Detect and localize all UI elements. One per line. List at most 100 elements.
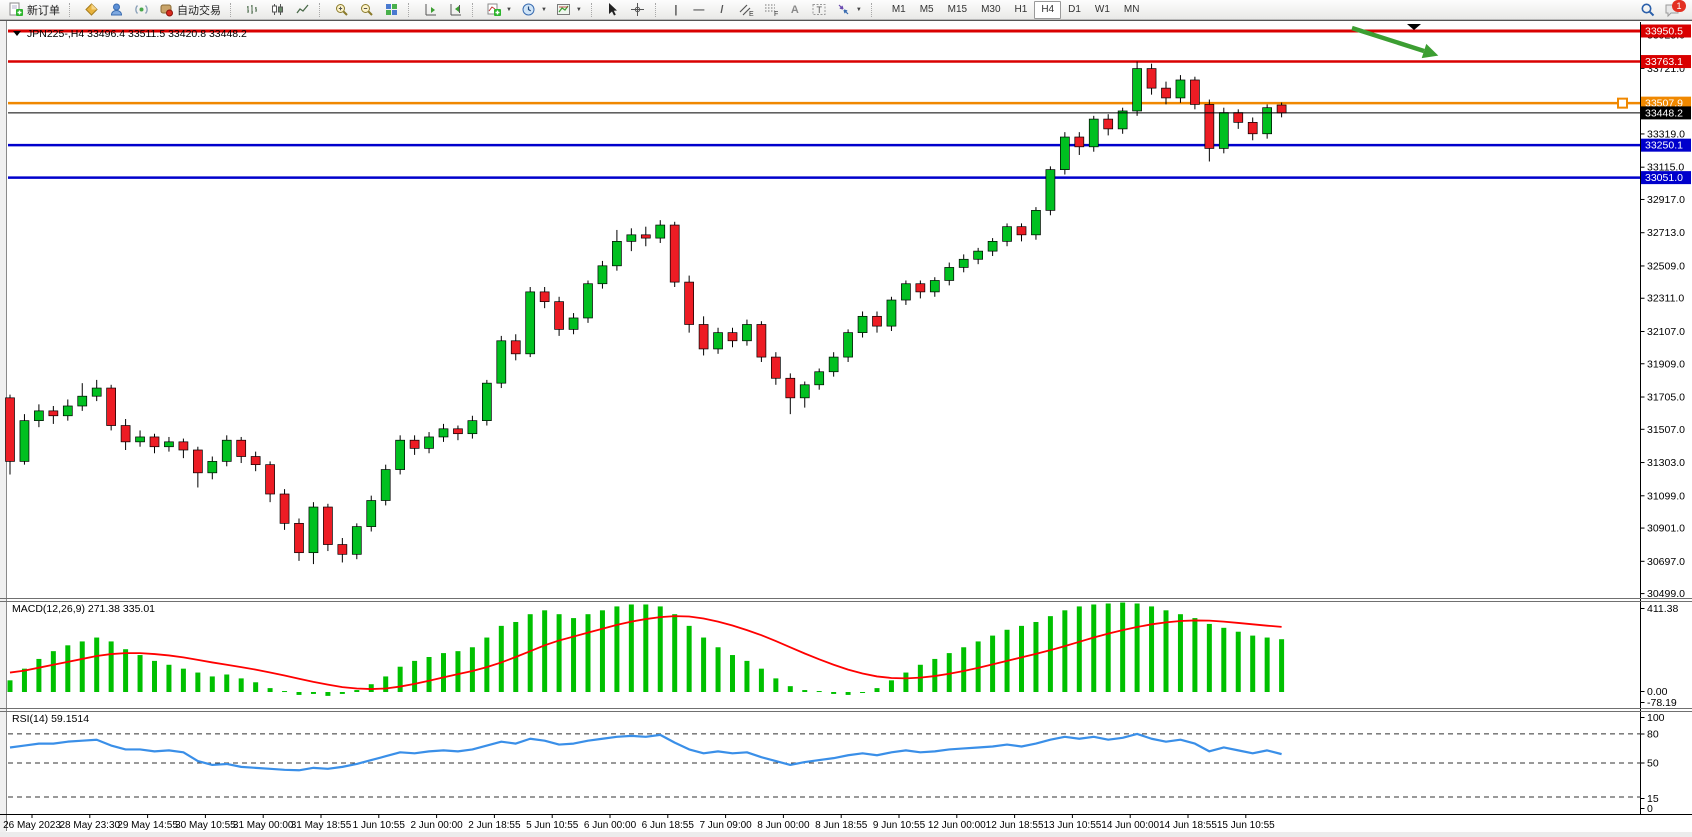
timeframe-h1-button[interactable]: H1 xyxy=(1014,3,1028,15)
svg-text:33950.5: 33950.5 xyxy=(1645,26,1683,38)
new-order-button[interactable]: 新订单 xyxy=(4,1,64,19)
indicators-button[interactable]: ▼ xyxy=(482,1,516,19)
tile-windows-button[interactable] xyxy=(379,1,403,19)
svg-text:14 Jun 18:55: 14 Jun 18:55 xyxy=(1159,820,1217,831)
navigator-button[interactable] xyxy=(129,1,153,19)
macd-pane: MACD(12,26,9) 271.38 335.01 411.38 0.00-78… xyxy=(7,602,1678,709)
svg-text:32917.0: 32917.0 xyxy=(1647,194,1685,206)
arrows-caret-icon: ▼ xyxy=(855,6,862,13)
fibonacci-button[interactable]: F xyxy=(759,1,783,19)
svg-text:6 Jun 18:55: 6 Jun 18:55 xyxy=(642,820,695,831)
toolbar-separator xyxy=(654,2,661,17)
toolbar-separator xyxy=(870,2,877,17)
text-icon: A xyxy=(790,3,799,16)
svg-text:0.00: 0.00 xyxy=(1647,686,1668,698)
svg-text:12 Jun 18:55: 12 Jun 18:55 xyxy=(986,820,1044,831)
line-chart-button[interactable] xyxy=(290,1,314,19)
svg-text:30 May 10:55: 30 May 10:55 xyxy=(175,820,236,831)
svg-text:15: 15 xyxy=(1647,793,1659,805)
market-watch-icon xyxy=(83,2,99,18)
market-watch-button[interactable] xyxy=(79,1,103,19)
templates-icon xyxy=(556,2,572,18)
svg-text:33448.2: 33448.2 xyxy=(1645,107,1683,119)
periods-button[interactable]: ▼ xyxy=(517,1,551,19)
svg-text:5 Jun 10:55: 5 Jun 10:55 xyxy=(526,820,579,831)
templates-caret-icon: ▼ xyxy=(575,6,582,13)
toolbar-separator xyxy=(319,2,325,17)
timeframe-m5-button[interactable]: M5 xyxy=(919,3,934,15)
svg-text:9 Jun 10:55: 9 Jun 10:55 xyxy=(873,820,926,831)
svg-text:31303.0: 31303.0 xyxy=(1647,457,1685,469)
arrows-button[interactable]: ▼ xyxy=(832,1,866,19)
equidistant-channel-icon: E xyxy=(738,2,754,18)
svg-text:50: 50 xyxy=(1647,758,1659,770)
autoscroll-button[interactable] xyxy=(418,1,442,19)
annotations-layer[interactable] xyxy=(1351,24,1439,59)
timeframe-h4-button[interactable]: H4 xyxy=(1034,0,1062,19)
timeframe-m1-button[interactable]: M1 xyxy=(891,3,906,15)
tile-windows-icon xyxy=(383,2,399,18)
timeframe-mn-button[interactable]: MN xyxy=(1123,3,1140,15)
templates-button[interactable]: ▼ xyxy=(552,1,586,19)
chat-notification-badge: 1 xyxy=(1672,0,1686,12)
toolbar-separator xyxy=(408,2,414,17)
svg-text:31705.0: 31705.0 xyxy=(1647,392,1685,404)
svg-text:14 Jun 00:00: 14 Jun 00:00 xyxy=(1101,820,1159,831)
data-window-button[interactable] xyxy=(104,1,128,19)
price-axis[interactable]: 33925.033721.033319.033115.032917.032713… xyxy=(1640,22,1692,814)
trendline-icon: / xyxy=(720,3,724,16)
chart-shift-button[interactable] xyxy=(443,1,467,19)
fibonacci-icon: F xyxy=(763,2,779,18)
timeframe-w1-button[interactable]: W1 xyxy=(1094,3,1110,15)
line-chart-icon xyxy=(294,2,310,18)
zoom-in-button[interactable] xyxy=(329,1,353,19)
timeframe-m30-button[interactable]: M30 xyxy=(981,3,1001,15)
crosshair-button[interactable] xyxy=(626,1,650,19)
svg-text:2 Jun 18:55: 2 Jun 18:55 xyxy=(468,820,521,831)
bar-chart-button[interactable] xyxy=(240,1,264,19)
svg-text:30901.0: 30901.0 xyxy=(1647,523,1685,535)
svg-text:1 Jun 10:55: 1 Jun 10:55 xyxy=(353,820,406,831)
text-button[interactable]: A xyxy=(784,1,806,19)
chat-button[interactable]: 1 xyxy=(1664,0,1686,18)
new-order-label: 新订单 xyxy=(27,4,60,17)
candlestick-chart-button[interactable] xyxy=(265,1,289,19)
svg-text:32311.0: 32311.0 xyxy=(1647,293,1684,305)
toolbar-separator xyxy=(472,2,478,17)
autotrading-button[interactable]: 自动交易 xyxy=(154,1,225,19)
rsi-pane: RSI(14) 59.1514 100 80 50 150 xyxy=(8,712,1665,815)
svg-text:33250.1: 33250.1 xyxy=(1645,140,1683,152)
vertical-line-button[interactable]: | xyxy=(665,1,687,19)
search-icon[interactable] xyxy=(1640,2,1656,18)
svg-text:80: 80 xyxy=(1647,729,1659,741)
svg-text:12 Jun 00:00: 12 Jun 00:00 xyxy=(928,820,986,831)
cursor-button[interactable] xyxy=(601,1,625,19)
svg-text:F: F xyxy=(774,11,778,17)
svg-text:JPN225-,H4 33496.4 33511.5 33: JPN225-,H4 33496.4 33511.5 33420.8 33448… xyxy=(27,28,247,40)
text-label-button[interactable]: T xyxy=(807,1,831,19)
zoom-out-icon xyxy=(358,2,374,18)
autotrading-icon xyxy=(158,2,174,18)
horizontal-line-button[interactable]: — xyxy=(688,1,710,19)
zoom-in-icon xyxy=(333,2,349,18)
autotrading-label: 自动交易 xyxy=(177,4,221,17)
toolbar-separator xyxy=(69,2,75,17)
svg-text:26 May 2023: 26 May 2023 xyxy=(3,820,61,831)
chart-canvas[interactable]: 33925.033721.033319.033115.032917.032713… xyxy=(0,20,1692,837)
candles-layer xyxy=(5,61,1287,565)
zoom-out-button[interactable] xyxy=(354,1,378,19)
svg-text:31909.0: 31909.0 xyxy=(1647,358,1685,370)
svg-text:31099.0: 31099.0 xyxy=(1647,490,1685,502)
trendline-button[interactable]: / xyxy=(711,1,733,19)
arrows-icon xyxy=(836,2,852,18)
svg-text:15 Jun 10:55: 15 Jun 10:55 xyxy=(1217,820,1275,831)
timeframe-m15-button[interactable]: M15 xyxy=(947,3,968,15)
svg-text:-78.19: -78.19 xyxy=(1647,697,1677,709)
timeframe-d1-button[interactable]: D1 xyxy=(1068,3,1081,15)
equidistant-channel-button[interactable]: E xyxy=(734,1,758,19)
indicators-caret-icon: ▼ xyxy=(506,6,512,13)
data-window-icon xyxy=(108,2,124,18)
svg-text:32107.0: 32107.0 xyxy=(1647,326,1685,338)
svg-text:411.38: 411.38 xyxy=(1647,603,1678,615)
